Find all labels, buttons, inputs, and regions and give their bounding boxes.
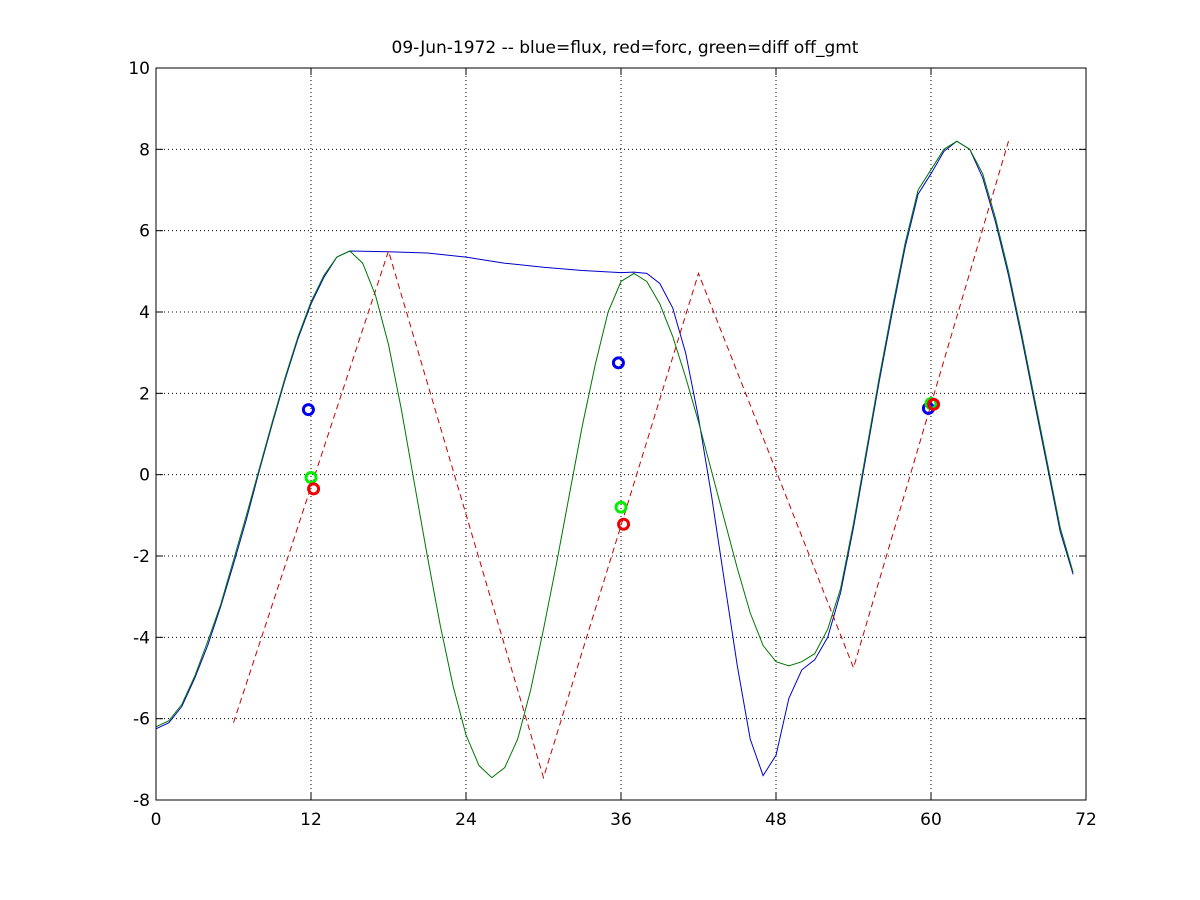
diff-series-line xyxy=(155,140,1074,779)
forc-series-line xyxy=(233,141,1009,780)
y-tick-label: -8 xyxy=(133,791,150,811)
data-point-marker xyxy=(617,517,631,531)
x-tick-label: 60 xyxy=(920,810,942,830)
y-tick-label: -2 xyxy=(133,547,150,567)
data-point-marker xyxy=(304,471,318,485)
data-point-marker xyxy=(927,397,941,411)
x-tick-label: 24 xyxy=(455,810,477,830)
flux-series-line xyxy=(155,140,1074,777)
data-markers xyxy=(301,356,941,531)
x-tick-label: 48 xyxy=(765,810,787,830)
plot-area xyxy=(156,68,1086,800)
data-point-marker xyxy=(301,403,315,417)
y-tick-label: 10 xyxy=(128,59,150,79)
x-tick-label: 72 xyxy=(1075,810,1097,830)
grid-lines xyxy=(156,68,1086,800)
y-tick-label: -6 xyxy=(133,710,150,730)
x-tick-label: 12 xyxy=(300,810,322,830)
y-tick-label: 6 xyxy=(139,222,150,242)
y-tick-label: 4 xyxy=(139,303,150,323)
y-tick-label: 0 xyxy=(139,466,150,486)
y-tick-label: -4 xyxy=(133,628,150,648)
y-tick-label: 2 xyxy=(139,384,150,404)
y-tick-label: 8 xyxy=(139,140,150,160)
series-lines xyxy=(155,140,1074,780)
data-point-marker xyxy=(611,356,625,370)
data-point-marker xyxy=(307,482,321,496)
x-tick-label: 0 xyxy=(151,810,162,830)
data-point-marker xyxy=(614,500,628,514)
chart-title: 09-Jun-1972 -- blue=flux, red=forc, gree… xyxy=(392,38,859,58)
x-tick-label: 36 xyxy=(610,810,632,830)
